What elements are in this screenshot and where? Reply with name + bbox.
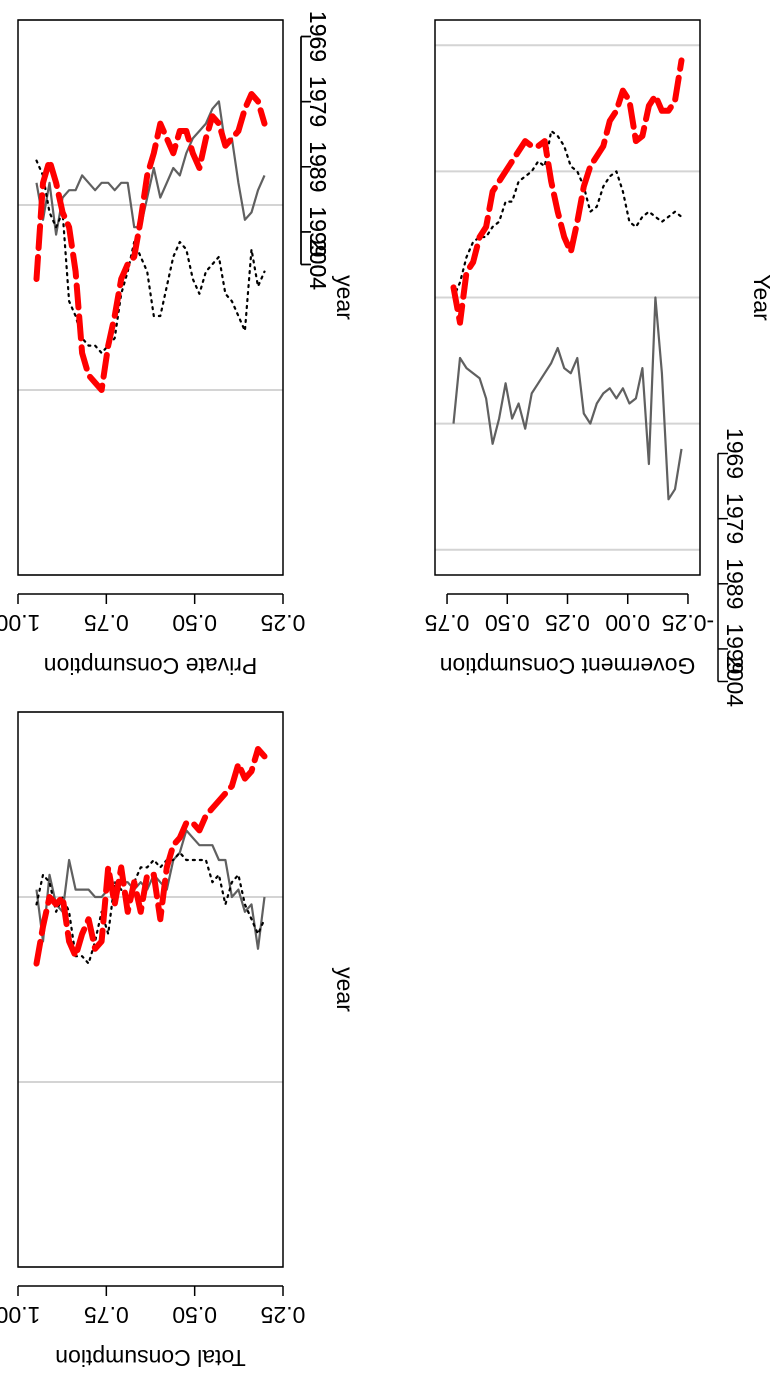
x-tick-label: 1999 [305, 206, 331, 257]
series-line-solid [35, 829, 266, 950]
x-tick-label: 1989 [722, 558, 748, 609]
plot-frame [17, 19, 284, 576]
plot-frame [17, 711, 284, 1268]
series-line-dashed [33, 746, 268, 967]
series-line-solid [452, 296, 683, 501]
y-tick-label: 0.50 [172, 610, 217, 636]
y-tick-label: 0.75 [425, 610, 470, 636]
series-line-dotted [35, 159, 266, 355]
y-tick-label: -0.25 [662, 610, 714, 636]
x-tick-label: 2004 [722, 656, 748, 707]
y-tick-label: 1.00 [0, 610, 40, 636]
y-tick-label: 0.25 [261, 1302, 306, 1328]
y-tick-label: 0.50 [485, 610, 530, 636]
y-axis-label: Total Consumption [55, 1345, 246, 1371]
x-tick-label: 1969 [722, 428, 748, 479]
x-tick-label: 1979 [305, 76, 331, 127]
x-axis-label: year [332, 275, 358, 320]
y-tick-label: 1.00 [0, 1302, 40, 1328]
x-tick-label: 1969 [305, 11, 331, 62]
series-line-dotted [452, 129, 683, 299]
y-axis-label: Goverment Consumption [440, 653, 696, 679]
x-tick-label: 1979 [722, 493, 748, 544]
series-line-dashed [450, 57, 685, 326]
x-axis-label: year [332, 967, 358, 1012]
y-axis-label: Private Consumption [44, 653, 258, 679]
x-tick-label: 1989 [305, 141, 331, 192]
x-tick-label: 2004 [305, 239, 331, 290]
y-tick-label: 0.25 [545, 610, 590, 636]
x-tick-label: 1999 [722, 623, 748, 674]
y-tick-label: 0.75 [84, 1302, 129, 1328]
y-tick-label: 0.50 [172, 1302, 217, 1328]
y-tick-label: 0.75 [84, 610, 129, 636]
x-axis-label: Year [749, 274, 775, 321]
y-tick-label: 0.25 [261, 610, 306, 636]
series-line-dashed [33, 91, 268, 393]
y-tick-label: 0.00 [605, 610, 650, 636]
plot-frame [434, 19, 701, 576]
